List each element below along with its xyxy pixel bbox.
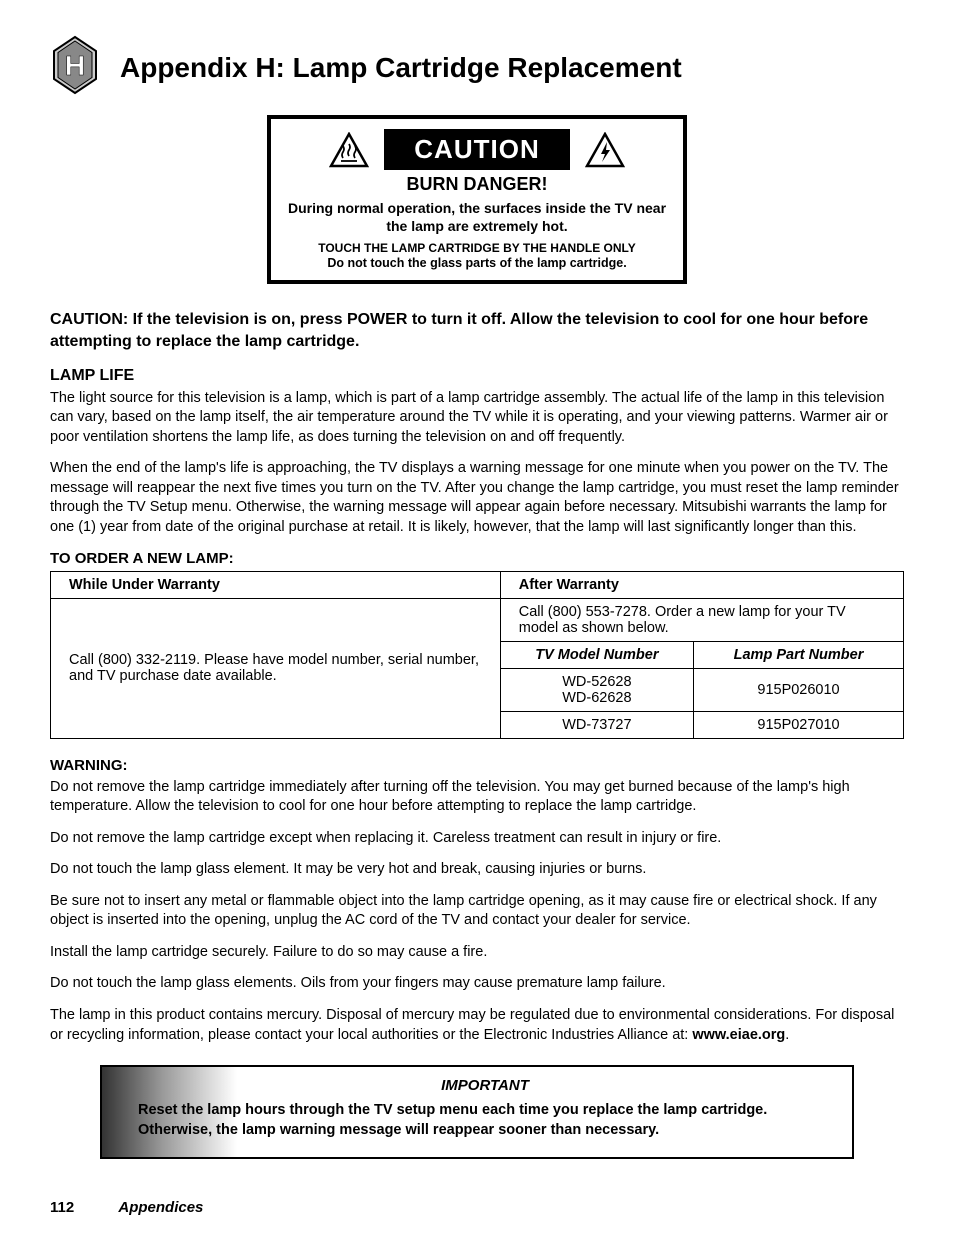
warning-para: Do not touch the lamp glass element. It … — [50, 860, 904, 880]
col-part-header: Lamp Part Number — [694, 641, 904, 668]
lamp-life-para-2: When the end of the lamp's life is appro… — [50, 459, 904, 537]
page-footer: 112 Appendices — [50, 1199, 904, 1216]
warning-heading: WARNING: — [50, 757, 904, 774]
important-text: Reset the lamp hours through the TV setu… — [138, 1100, 832, 1141]
burn-danger-heading: BURN DANGER! — [283, 174, 671, 195]
mercury-suffix: . — [785, 1027, 789, 1043]
lamp-life-heading: LAMP LIFE — [50, 367, 904, 385]
table-header-right: After Warranty — [500, 571, 903, 598]
page-number: 112 — [50, 1199, 74, 1216]
caution-banner: CAUTION — [384, 129, 569, 170]
order-lamp-table: While Under Warranty After Warranty Call… — [50, 571, 904, 739]
warning-para: Do not remove the lamp cartridge except … — [50, 829, 904, 849]
caution-header-row: CAUTION — [283, 129, 671, 170]
caution-paragraph: CAUTION: If the television is on, press … — [50, 309, 904, 352]
caution-box: CAUTION BURN DANGER! During normal opera… — [267, 115, 687, 284]
caution-line-3: Do not touch the glass parts of the lamp… — [283, 256, 671, 270]
warning-para: Do not touch the lamp glass elements. Oi… — [50, 974, 904, 994]
warning-para: Do not remove the lamp cartridge immedia… — [50, 778, 904, 817]
hot-surface-icon — [329, 132, 369, 168]
important-title: IMPORTANT — [138, 1077, 832, 1094]
model-cell: WD-52628 WD-62628 — [500, 668, 693, 711]
under-warranty-cell: Call (800) 332-2119. Please have model n… — [51, 598, 501, 738]
section-name: Appendices — [118, 1199, 203, 1216]
document-page: H Appendix H: Lamp Cartridge Replacement… — [0, 0, 954, 1246]
part-cell: 915P027010 — [694, 711, 904, 738]
caution-line-1: During normal operation, the surfaces in… — [283, 199, 671, 235]
lamp-life-para-1: The light source for this television is … — [50, 389, 904, 448]
part-cell: 915P026010 — [694, 668, 904, 711]
table-header-left: While Under Warranty — [51, 571, 501, 598]
header-row: H Appendix H: Lamp Cartridge Replacement — [50, 40, 904, 95]
mercury-para: The lamp in this product contains mercur… — [50, 1006, 904, 1045]
order-lamp-heading: TO ORDER A NEW LAMP: — [50, 550, 904, 567]
svg-text:H: H — [65, 50, 85, 81]
caution-line-2: TOUCH THE LAMP CARTRIDGE BY THE HANDLE O… — [283, 241, 671, 255]
table-row: While Under Warranty After Warranty — [51, 571, 904, 598]
warning-para: Install the lamp cartridge securely. Fai… — [50, 943, 904, 963]
warning-para: Be sure not to insert any metal or flamm… — [50, 892, 904, 931]
table-row: Call (800) 332-2119. Please have model n… — [51, 598, 904, 641]
page-title: Appendix H: Lamp Cartridge Replacement — [120, 52, 682, 84]
model-cell: WD-73727 — [500, 711, 693, 738]
eiae-link: www.eiae.org — [692, 1027, 785, 1043]
col-model-header: TV Model Number — [500, 641, 693, 668]
important-box: IMPORTANT Reset the lamp hours through t… — [100, 1065, 854, 1159]
after-warranty-instructions: Call (800) 553-7278. Order a new lamp fo… — [500, 598, 903, 641]
appendix-badge-icon: H — [50, 35, 100, 95]
electric-shock-icon — [585, 132, 625, 168]
